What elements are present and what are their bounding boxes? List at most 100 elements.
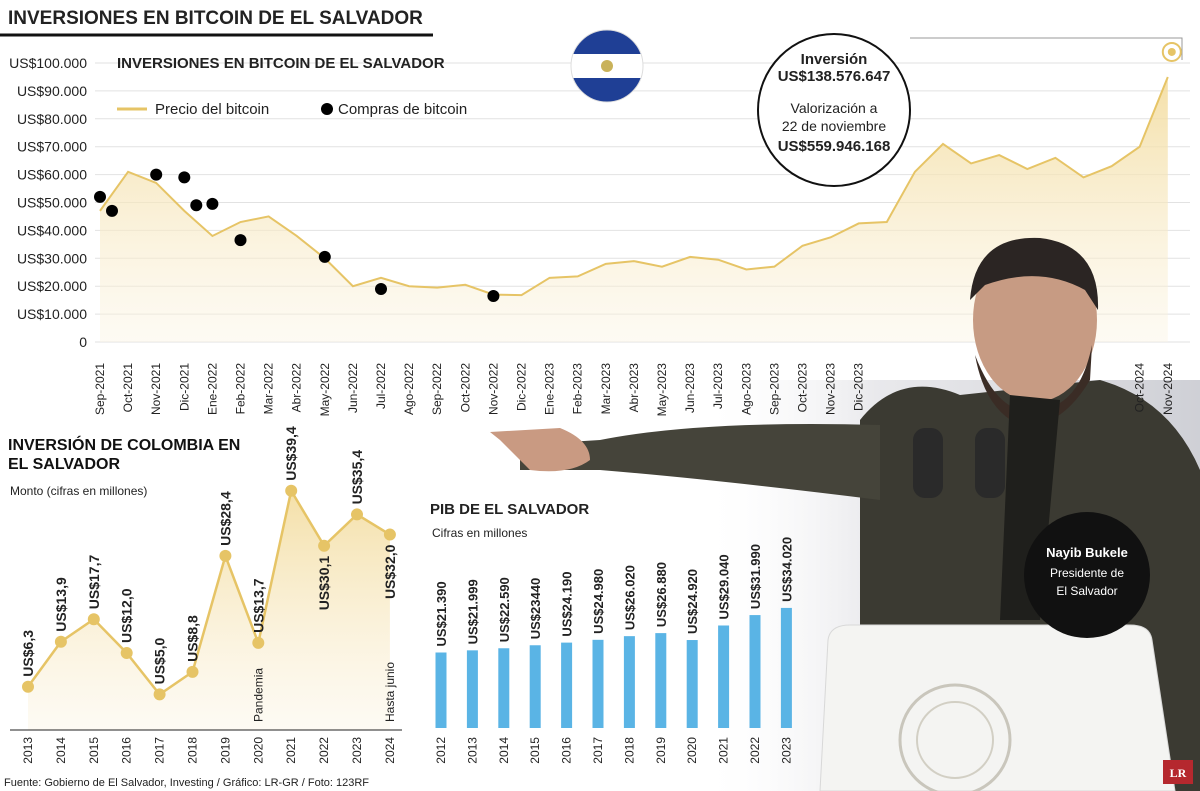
point bbox=[54, 635, 67, 648]
y-tick-label: US$80.000 bbox=[17, 111, 87, 127]
bar bbox=[466, 650, 478, 728]
purchase-dot bbox=[318, 250, 331, 263]
callout-value: US$559.946.168 bbox=[778, 138, 891, 155]
value-label: US$26.020 bbox=[622, 565, 637, 630]
x-tick-label: 2014 bbox=[497, 737, 511, 764]
bar bbox=[780, 607, 792, 728]
value-label: US$24.980 bbox=[591, 569, 606, 634]
value-label: US$26.880 bbox=[654, 562, 669, 627]
purchase-dot bbox=[487, 289, 500, 302]
y-tick-label: US$40.000 bbox=[17, 222, 87, 238]
x-tick-label: 2023 bbox=[350, 737, 364, 764]
x-tick-label: Nov-2023 bbox=[824, 363, 838, 415]
y-tick-label: US$30.000 bbox=[17, 250, 87, 266]
x-tick-label: Abr-2022 bbox=[290, 363, 304, 413]
x-tick-label: Ago-2022 bbox=[402, 363, 416, 415]
area bbox=[100, 76, 1168, 342]
x-tick-label: Oct-2022 bbox=[458, 363, 472, 413]
x-tick-label: 2015 bbox=[528, 737, 542, 764]
x-tick-label: 2013 bbox=[465, 737, 479, 764]
purchase-dot bbox=[150, 168, 163, 181]
value-label: US$12,0 bbox=[119, 588, 135, 643]
x-tick-label: Ene-2023 bbox=[543, 363, 557, 415]
caption-role: Presidente de bbox=[1050, 566, 1124, 580]
annotation: Pandemia bbox=[251, 668, 265, 722]
value-label: US$6,3 bbox=[20, 630, 36, 677]
chart-subtitle: Cifras en millones bbox=[432, 526, 527, 540]
purchase-dot bbox=[375, 282, 387, 295]
chart-title: PIB DE EL SALVADOR bbox=[430, 501, 589, 518]
value-label: US$21.390 bbox=[434, 581, 449, 646]
purchase-dot bbox=[178, 171, 191, 184]
point bbox=[186, 665, 199, 678]
x-tick-label: Dic-2022 bbox=[515, 363, 529, 411]
x-tick-label: 2018 bbox=[186, 737, 200, 764]
point bbox=[87, 613, 100, 626]
bar bbox=[623, 636, 635, 728]
point bbox=[351, 508, 363, 521]
callout-amount: US$138.576.647 bbox=[778, 68, 891, 85]
area bbox=[28, 490, 390, 730]
x-tick-label: Sep-2022 bbox=[430, 363, 444, 415]
logo-box bbox=[1163, 760, 1193, 784]
chart-title: INVERSIÓN DE COLOMBIA EN EL SALVADOR bbox=[8, 437, 241, 473]
purchase-dot bbox=[190, 199, 203, 212]
value-label: US$32,0 bbox=[382, 544, 398, 599]
x-tick-label: 2020 bbox=[685, 737, 699, 764]
x-tick-label: Mar-2023 bbox=[599, 363, 613, 415]
x-tick-label: 2017 bbox=[591, 737, 605, 764]
x-tick-label: 2019 bbox=[218, 737, 232, 764]
point bbox=[318, 539, 331, 552]
x-tick-label: Dic-2023 bbox=[852, 363, 866, 411]
point bbox=[285, 484, 298, 497]
x-tick-label: May-2022 bbox=[318, 363, 332, 417]
x-tick-label: Dic-2021 bbox=[177, 363, 191, 411]
x-tick-label: 2022 bbox=[317, 737, 331, 764]
purchase-dot bbox=[234, 234, 247, 247]
x-tick-label: Oct-2024 bbox=[1133, 363, 1147, 413]
x-tick-label: Ene-2022 bbox=[205, 363, 219, 415]
x-tick-label: 2016 bbox=[120, 737, 134, 764]
bar bbox=[435, 652, 447, 728]
legend-swatch bbox=[321, 103, 333, 115]
x-tick-label: Ago-2023 bbox=[739, 363, 753, 415]
value-label: US$22.590 bbox=[497, 577, 512, 642]
x-tick-label: 2019 bbox=[654, 737, 668, 764]
x-tick-label: 2018 bbox=[622, 737, 636, 764]
x-tick-label: Nov-2022 bbox=[486, 363, 500, 415]
line bbox=[26, 487, 391, 697]
y-tick-label: US$100.000 bbox=[9, 55, 87, 71]
point bbox=[383, 528, 396, 541]
point bbox=[120, 646, 133, 659]
bar bbox=[561, 642, 573, 728]
x-tick-label: May-2023 bbox=[655, 363, 669, 417]
x-tick-label: Jun-2023 bbox=[683, 363, 697, 413]
value-label: US$21.999 bbox=[465, 579, 480, 644]
value-label: US$28,4 bbox=[217, 491, 233, 546]
value-label: US$8,8 bbox=[185, 615, 201, 662]
x-tick-label: 2017 bbox=[153, 737, 167, 764]
y-tick-label: US$20.000 bbox=[17, 278, 87, 294]
source: Fuente: Gobierno de El Salvador, Investi… bbox=[4, 777, 369, 789]
x-tick-label: Oct-2021 bbox=[121, 363, 135, 413]
point bbox=[219, 549, 232, 562]
value-label: US$39,4 bbox=[283, 426, 299, 481]
caption-name: Nayib Bukele bbox=[1046, 545, 1128, 560]
x-tick-label: 2024 bbox=[383, 737, 397, 764]
x-tick-label: 2023 bbox=[779, 737, 793, 764]
x-tick-label: 2015 bbox=[87, 737, 101, 764]
x-tick-label: 2012 bbox=[434, 737, 448, 764]
legend-label: Compras de bitcoin bbox=[338, 101, 467, 118]
value-label: US$30,1 bbox=[316, 556, 332, 611]
purchase-dot bbox=[206, 197, 219, 210]
bar bbox=[749, 615, 761, 728]
x-tick-label: 2014 bbox=[54, 737, 68, 764]
x-tick-label: Nov-2024 bbox=[1161, 363, 1175, 415]
chart-subtitle: Monto (cifras en millones) bbox=[10, 484, 147, 498]
x-tick-label: Feb-2022 bbox=[234, 363, 248, 415]
point bbox=[153, 688, 166, 701]
value-label: US$31.990 bbox=[748, 544, 763, 609]
y-tick-label: US$50.000 bbox=[17, 195, 87, 211]
